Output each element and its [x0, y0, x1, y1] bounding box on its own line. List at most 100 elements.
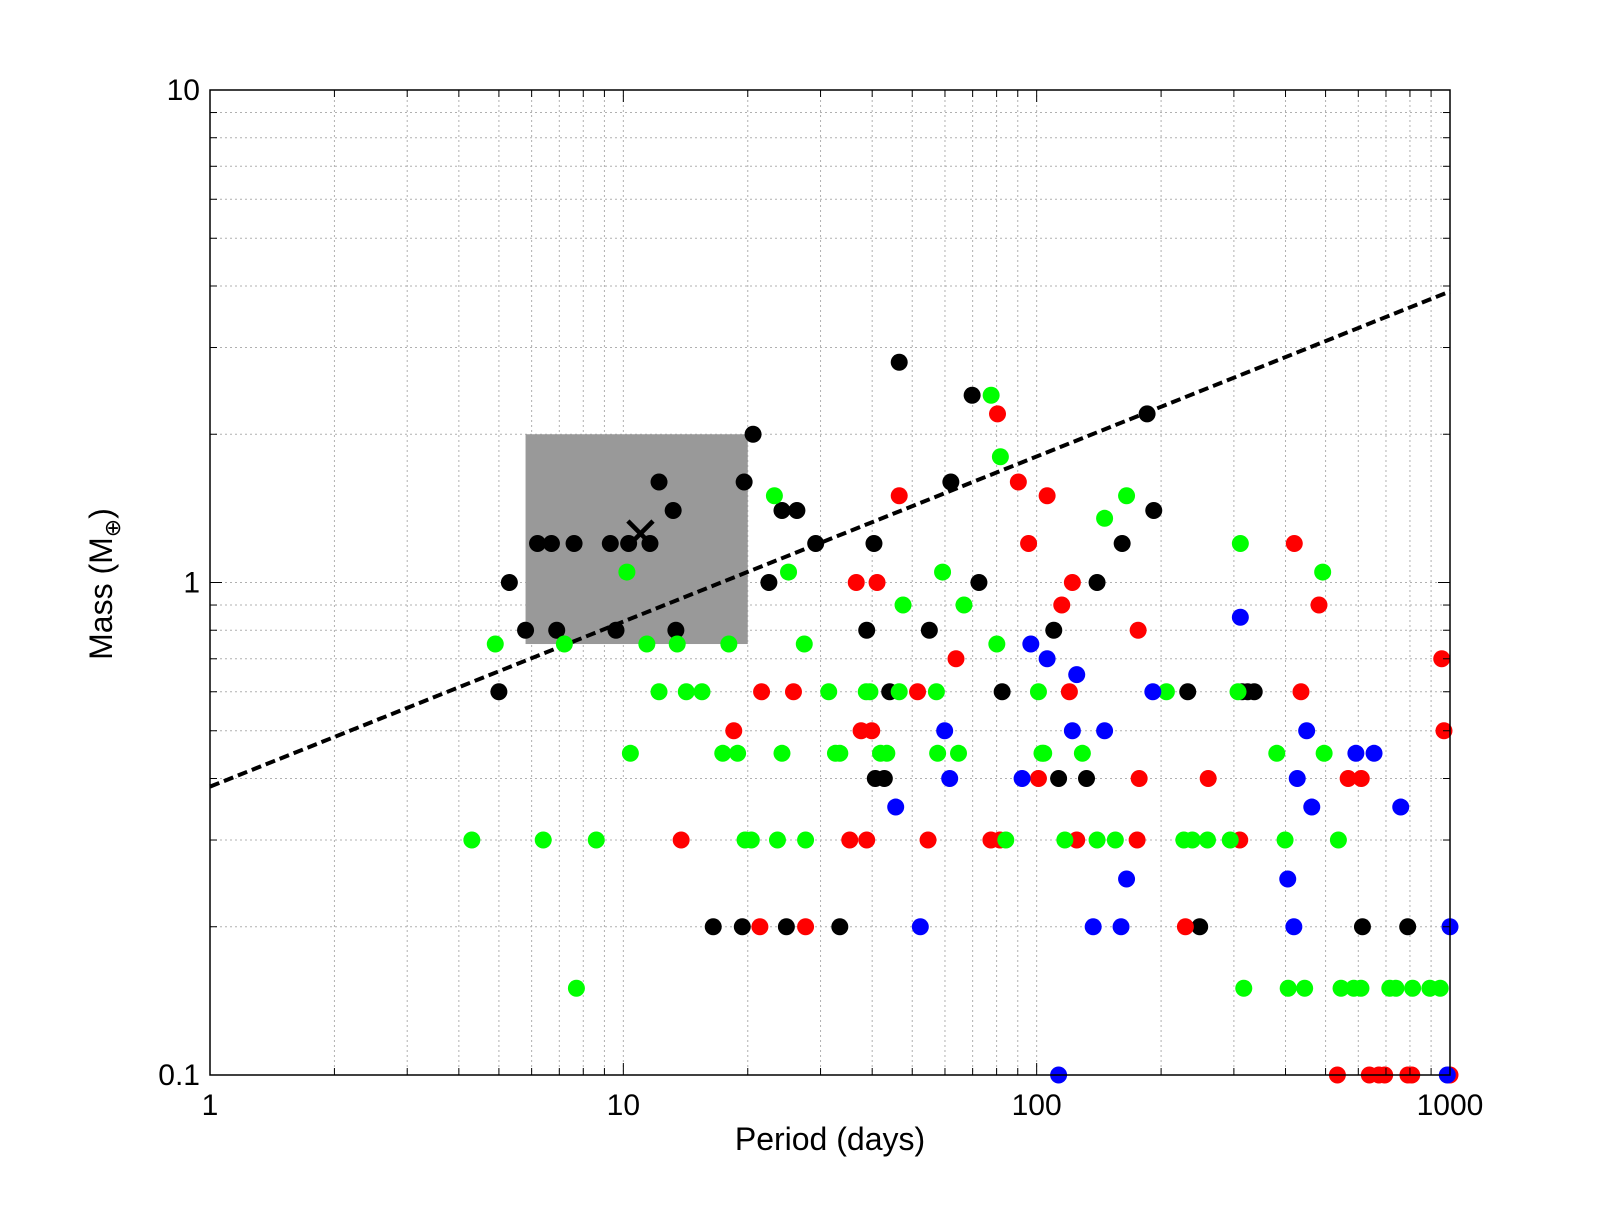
black-data-point [760, 574, 778, 591]
red-data-point [1130, 769, 1148, 787]
black-data-point [542, 535, 560, 553]
blue-data-point [941, 769, 959, 787]
green-data-point [1056, 831, 1074, 849]
red-data-point [947, 650, 965, 668]
green-data-point [991, 448, 1009, 466]
red-data-point [1009, 473, 1027, 491]
black-data-point [788, 502, 806, 520]
black-data-point [1088, 574, 1106, 591]
red-data-point [672, 831, 690, 849]
green-data-point [618, 563, 636, 581]
blue-data-point [936, 722, 954, 740]
red-data-point [1128, 831, 1146, 849]
green-data-point [1268, 744, 1286, 762]
red-data-point [1292, 683, 1310, 701]
red-data-point [751, 918, 769, 936]
black-data-point [733, 918, 751, 936]
black-data-point [744, 425, 762, 443]
black-data-point [970, 574, 988, 591]
black-data-point [1353, 918, 1371, 936]
green-data-point [1276, 831, 1294, 849]
blue-data-point [1365, 744, 1383, 762]
black-data-point [1138, 405, 1156, 423]
green-data-point [861, 683, 879, 701]
green-data-point [729, 744, 747, 762]
trend-line [209, 289, 1451, 789]
red-data-point [989, 405, 1007, 423]
red-data-point [1029, 769, 1047, 787]
red-data-point [1053, 596, 1071, 614]
green-data-point [1279, 979, 1297, 997]
blue-data-point [1068, 666, 1086, 684]
black-data-point [920, 621, 938, 639]
green-data-point [1235, 979, 1253, 997]
y-axis-label-subscript: ⊕ [100, 519, 125, 537]
green-data-point [486, 635, 504, 653]
red-data-point [753, 683, 771, 701]
x-tick-labels: 1 10 100 1000 [202, 1089, 1484, 1122]
red-data-point [797, 918, 815, 936]
black-data-point [500, 574, 518, 591]
blue-data-point [887, 798, 905, 816]
black-data-point [517, 621, 535, 639]
green-data-point [720, 635, 738, 653]
green-data-point [929, 744, 947, 762]
cross-marker: × [622, 497, 659, 569]
black-data-point [650, 473, 668, 491]
x-tick-label: 10 [607, 1089, 640, 1122]
black-data-point [963, 386, 981, 404]
green-data-point [1314, 563, 1332, 581]
blue-data-point [1285, 918, 1303, 936]
green-data-point [714, 744, 732, 762]
black-data-point [1078, 769, 1096, 787]
black-data-point [875, 769, 893, 787]
green-data-point [668, 635, 686, 653]
red-data-point [1060, 683, 1078, 701]
black-data-point [1045, 621, 1063, 639]
y-tick-label: 10 [167, 74, 200, 107]
y-tick-label: 1 [183, 567, 200, 600]
green-data-point [955, 596, 973, 614]
black-data-point [490, 683, 508, 701]
green-data-point [1231, 535, 1249, 553]
green-data-point [1329, 831, 1347, 849]
red-data-point [858, 831, 876, 849]
green-data-point [650, 683, 668, 701]
red-data-point [784, 683, 802, 701]
black-data-point [831, 918, 849, 936]
green-data-point [765, 487, 783, 505]
green-data-point [820, 683, 838, 701]
black-data-point [1399, 918, 1417, 936]
green-data-point [1157, 683, 1175, 701]
x-tick-label: 1 [202, 1089, 219, 1122]
green-data-point [463, 831, 481, 849]
green-data-point [927, 683, 945, 701]
black-data-point [1145, 502, 1163, 520]
green-data-point [1035, 744, 1053, 762]
black-data-point [704, 918, 722, 936]
green-data-point [1096, 509, 1114, 527]
red-data-point [847, 574, 865, 591]
green-data-point [878, 744, 896, 762]
blue-data-point [1231, 608, 1249, 626]
green-data-point [621, 744, 639, 762]
green-data-point [1431, 979, 1449, 997]
blue-data-point [911, 918, 929, 936]
red-data-point [1063, 574, 1081, 591]
green-data-point [638, 635, 656, 653]
green-data-point [797, 831, 815, 849]
green-data-point [1118, 487, 1136, 505]
red-data-point [1176, 918, 1194, 936]
blue-data-point [1392, 798, 1410, 816]
black-data-point [942, 473, 960, 491]
green-data-point [1387, 979, 1405, 997]
green-data-point [587, 831, 605, 849]
green-data-point [890, 683, 908, 701]
red-data-point [1285, 535, 1303, 553]
red-data-point [1352, 769, 1370, 787]
blue-data-point [1112, 918, 1130, 936]
blue-data-point [1347, 744, 1365, 762]
blue-data-point [1038, 650, 1056, 668]
green-data-point [693, 683, 711, 701]
